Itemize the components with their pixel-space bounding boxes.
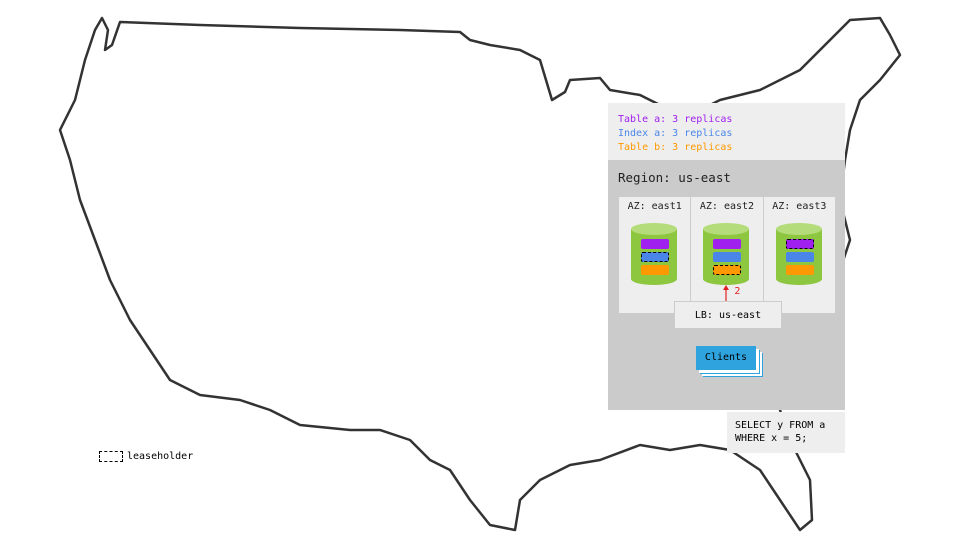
az-label: AZ: east3 xyxy=(772,201,827,212)
dashed-box-icon xyxy=(99,451,123,462)
region-us-east: Region: us-east AZ: east1 AZ: east2 2 AZ… xyxy=(608,160,845,410)
region-title: Region: us-east xyxy=(618,170,731,185)
az-label: AZ: east1 xyxy=(627,201,682,212)
replica-table-a-leaseholder xyxy=(785,239,814,249)
clients-box: Clients xyxy=(696,346,756,370)
legend-index-a: Index a: 3 replicas xyxy=(618,128,733,139)
database-icon xyxy=(631,223,677,285)
replica-table-b-leaseholder xyxy=(713,265,742,275)
query-line: SELECT y FROM a xyxy=(735,420,826,431)
legend-table-a: Table a: 3 replicas xyxy=(618,114,733,125)
az-east2: AZ: east2 2 xyxy=(691,197,764,313)
query-line: WHERE x = 5; xyxy=(735,433,808,444)
az-east1: AZ: east1 xyxy=(619,197,692,313)
load-balancer: LB: us-east xyxy=(674,301,782,329)
database-icon xyxy=(775,223,822,285)
replica-index-a xyxy=(785,252,814,262)
leaseholder-legend: leaseholder xyxy=(99,451,193,462)
leaseholder-label: leaseholder xyxy=(127,451,194,462)
sql-query: SELECT y FROM a WHERE x = 5; xyxy=(727,412,845,453)
legend-table-b: Table b: 3 replicas xyxy=(618,142,733,153)
replica-table-a xyxy=(641,239,669,249)
availability-zones: AZ: east1 AZ: east2 2 AZ: east3 xyxy=(619,197,835,313)
az-east3: AZ: east3 xyxy=(764,197,835,313)
az-label: AZ: east2 xyxy=(699,201,755,212)
replica-table-b xyxy=(785,265,814,275)
step-label: 2 xyxy=(734,286,741,297)
replica-table-b xyxy=(641,265,669,275)
replica-legend: Table a: 3 replicas Index a: 3 replicas … xyxy=(608,103,845,160)
replica-index-a-leaseholder xyxy=(641,252,669,262)
replica-table-a xyxy=(713,239,742,249)
arrow-up-icon xyxy=(723,285,730,301)
replica-index-a xyxy=(713,252,742,262)
database-icon xyxy=(703,223,750,285)
